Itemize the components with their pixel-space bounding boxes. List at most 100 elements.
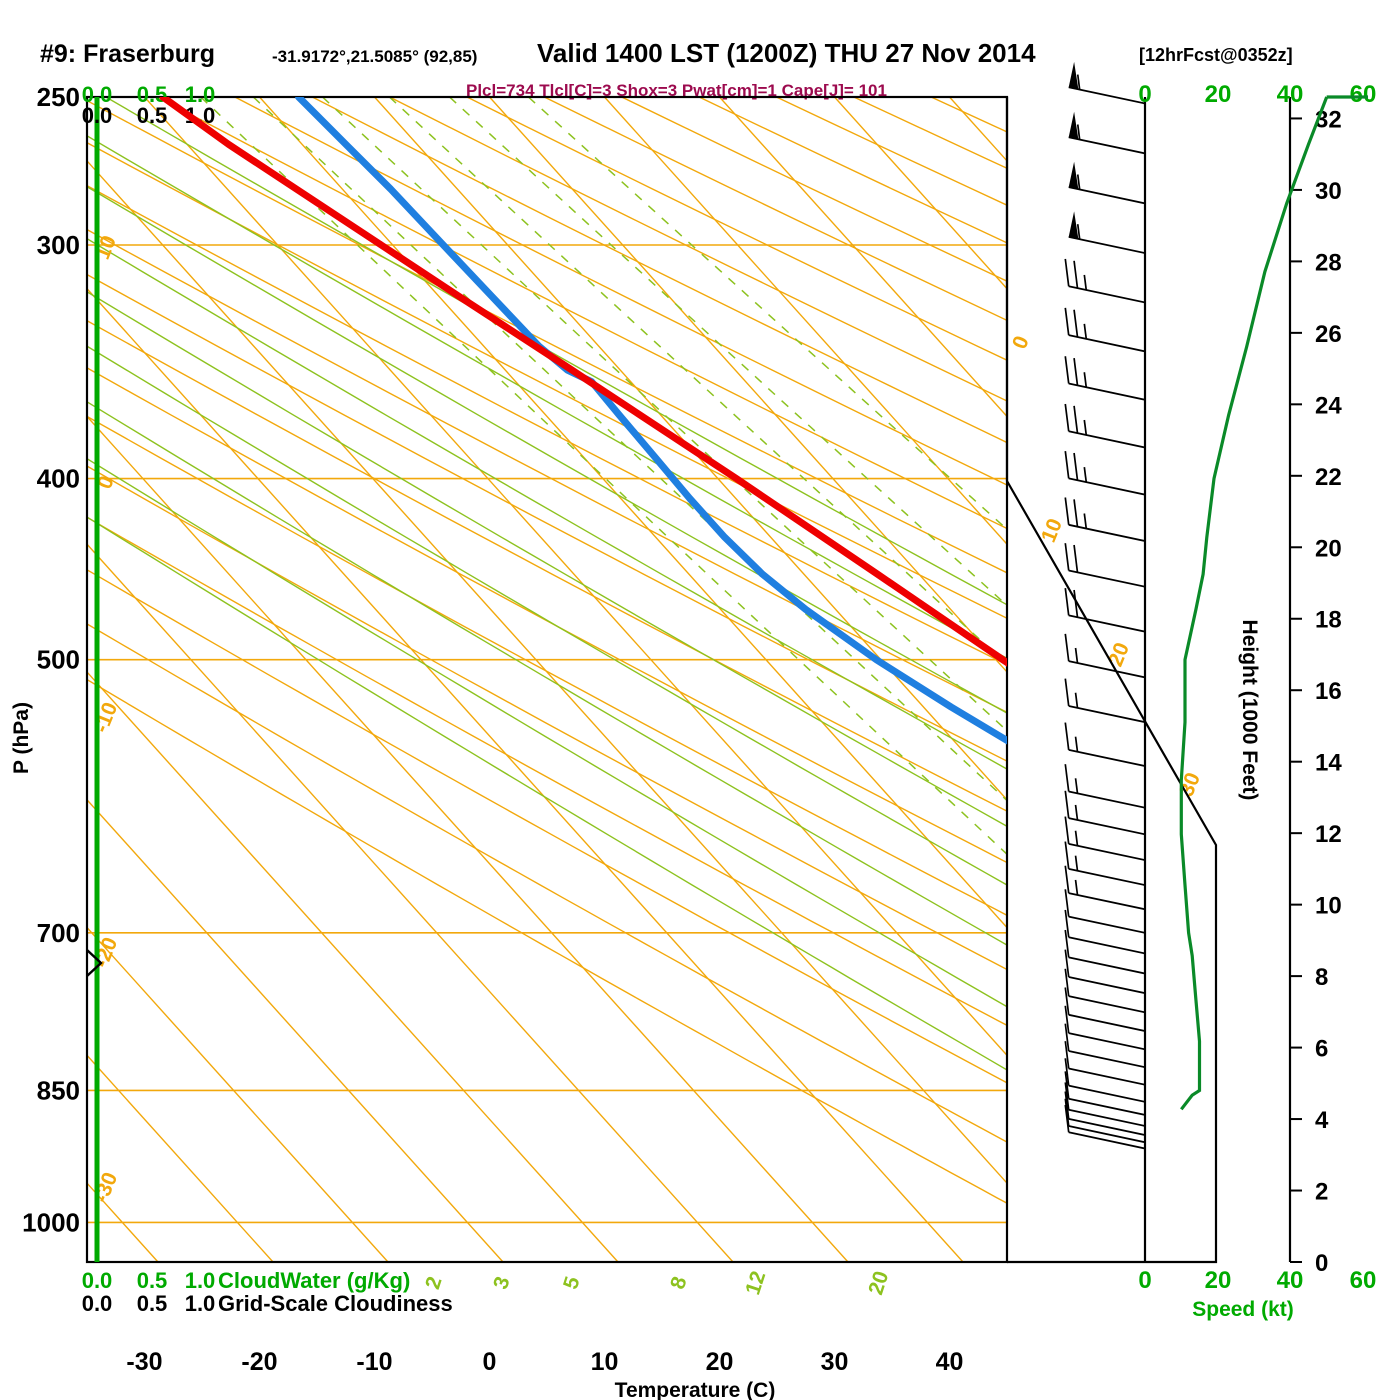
cloudwater-tick-label: 1.0 <box>185 1268 216 1293</box>
height-tick-label: 0 <box>1315 1250 1328 1277</box>
temperature-axis: -30 -20 -10 0 10 20 30 40 Temperature (C) <box>126 1348 963 1400</box>
temperature-axis-label: Temperature (C) <box>615 1379 776 1400</box>
sounding-traces <box>159 97 1007 745</box>
height-tick-label: 22 <box>1315 464 1342 491</box>
cloudwater-axis-label: CloudWater (g/Kg) <box>218 1268 410 1293</box>
cloudwater-tick-label: 1.0 <box>185 82 216 107</box>
wind-barb <box>1064 841 1146 886</box>
height-tick-label: 12 <box>1315 821 1342 848</box>
wind-barb <box>1064 1082 1146 1127</box>
wind-barb <box>1064 307 1146 353</box>
forecast-stamp: [12hrFcst@0352z] <box>1139 45 1293 65</box>
height-tick-label: 4 <box>1315 1107 1329 1134</box>
station-title: #9: Fraserburg <box>40 40 216 68</box>
height-tick-label: 8 <box>1315 964 1328 991</box>
wind-barb <box>1064 450 1146 496</box>
height-tick-label: 18 <box>1315 607 1342 634</box>
dry-adiabat-label: 30 <box>1175 769 1205 799</box>
wind-barb <box>1064 678 1146 724</box>
wind-barb <box>1064 1071 1146 1116</box>
height-axis-label: Height (1000 Feet) <box>1238 620 1261 801</box>
wind-barb <box>1064 889 1146 934</box>
speed-tick-label: 40 <box>1277 1267 1304 1294</box>
height-tick-label: 10 <box>1315 893 1342 920</box>
dry-adiabat-label: 0 <box>1008 333 1034 352</box>
wind-barb <box>1064 816 1146 861</box>
wind-barb <box>1064 909 1146 955</box>
cloudiness-axis-label: Grid-Scale Cloudiness <box>218 1291 453 1316</box>
wind-barb <box>1068 61 1146 105</box>
wind-barb <box>1064 543 1146 588</box>
mixing-ratio-label: 8 <box>666 1274 692 1293</box>
mixing-ratio-label: 3 <box>489 1274 514 1292</box>
temperature-trace <box>159 97 1007 667</box>
plot-border <box>85 95 1292 1264</box>
speed-axis-label: Speed (kt) <box>1192 1298 1294 1321</box>
dry-adiabat-label: 20 <box>1104 639 1134 669</box>
cloudwater-scale: 0.00.00.50.51.01.00.00.00.50.51.01.0Clou… <box>82 82 453 1316</box>
height-tick-label: 6 <box>1315 1036 1328 1063</box>
wind-barb <box>1068 161 1146 205</box>
pressure-tick-label: 1000 <box>22 1207 80 1237</box>
height-tick-label: 20 <box>1315 535 1342 562</box>
height-tick-label: 16 <box>1315 678 1342 705</box>
wind-barb <box>1064 968 1146 1014</box>
height-tick-label: 30 <box>1315 178 1342 205</box>
height-trace <box>1179 95 1368 1111</box>
wind-barb <box>1068 211 1146 254</box>
speed-tick-label: 0 <box>1138 81 1151 108</box>
height-tick-label: 14 <box>1315 750 1342 777</box>
cloudiness-tick-label: 0.0 <box>82 103 113 128</box>
wind-barb <box>1064 356 1146 401</box>
pressure-axis-label: P (hPa) <box>10 702 33 774</box>
wind-barb <box>1064 587 1146 633</box>
pressure-tick-label: 400 <box>37 464 80 494</box>
wind-barb <box>1064 1058 1146 1103</box>
wind-barb <box>1064 1005 1146 1051</box>
cloudiness-tick-label: 1.0 <box>185 1291 216 1316</box>
wind-barb <box>1064 764 1146 809</box>
mixing-ratio-label: 12 <box>741 1268 770 1297</box>
wind-barb <box>1064 258 1146 304</box>
wind-barbs <box>1064 61 1146 1150</box>
wind-barb <box>1064 497 1146 542</box>
pressure-tick-label: 250 <box>37 82 80 112</box>
wind-barb <box>1064 949 1146 995</box>
temperature-tick-label: 40 <box>936 1348 964 1376</box>
cloudwater-tick-label: 0.5 <box>137 82 168 107</box>
wind-barb <box>1064 1091 1146 1136</box>
mixing-ratio-lines <box>200 97 1007 856</box>
temperature-tick-label: 20 <box>706 1348 734 1376</box>
cloudwater-tick-label: 0.0 <box>82 82 113 107</box>
dry-adiabat-lines <box>87 97 1007 1205</box>
temperature-tick-label: -30 <box>126 1348 162 1376</box>
station-coordinates: -31.9172°,21.5085° (92,85) <box>272 47 478 66</box>
wind-speed-trace <box>1179 96 1329 1111</box>
speed-tick-label: 40 <box>1277 81 1304 108</box>
mixing-ratio-labels: 2 3 5 8 12 20 <box>421 1268 893 1297</box>
speed-tick-label: 20 <box>1205 1267 1232 1294</box>
wind-barb <box>1064 403 1146 449</box>
cloudiness-tick-label: 0.5 <box>137 1291 168 1316</box>
wind-barb <box>1064 1041 1146 1086</box>
isotherm-lines <box>87 97 1007 1262</box>
cloudwater-tick-label: 0.0 <box>82 1268 113 1293</box>
wind-barb <box>1064 929 1146 975</box>
wind-barb <box>1064 790 1146 836</box>
sounding-parameters: Plcl=734 Tlcl[C]=3 Shox=3 Pwat[cm]=1 Cap… <box>466 81 887 100</box>
mixing-ratio-label: 5 <box>559 1274 585 1293</box>
height-tick-label: 2 <box>1315 1179 1328 1206</box>
pressure-axis: 250 300 400 500 700 850 1000 P (hPa) <box>10 82 80 1237</box>
temperature-tick-label: -20 <box>241 1348 277 1376</box>
isobar-lines <box>87 97 1007 1224</box>
wind-barb <box>1068 111 1146 155</box>
height-tick-label: 28 <box>1315 249 1342 276</box>
temperature-tick-label: -10 <box>356 1348 392 1376</box>
wind-barb <box>1064 633 1146 679</box>
height-tick-label: 26 <box>1315 321 1342 348</box>
speed-tick-label: 20 <box>1205 81 1232 108</box>
valid-time: Valid 1400 LST (1200Z) THU 27 Nov 2014 <box>537 38 1036 68</box>
